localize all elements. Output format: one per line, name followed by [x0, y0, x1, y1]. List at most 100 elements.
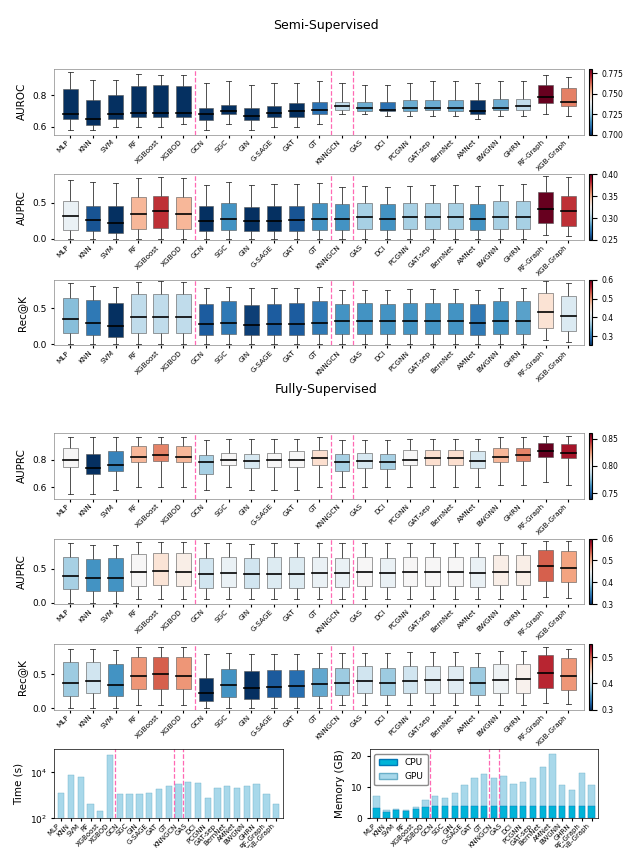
Bar: [63, 557, 77, 589]
Bar: [312, 203, 326, 230]
Bar: [561, 196, 576, 226]
Bar: [403, 557, 417, 586]
Bar: [116, 795, 123, 848]
Bar: [470, 451, 485, 468]
Bar: [312, 449, 326, 466]
Bar: [448, 100, 463, 111]
Bar: [136, 794, 143, 848]
Bar: [491, 806, 497, 818]
Bar: [380, 558, 395, 587]
Bar: [335, 102, 349, 109]
Bar: [176, 554, 191, 586]
Bar: [267, 304, 282, 336]
Bar: [86, 206, 100, 232]
Bar: [205, 798, 211, 848]
Bar: [520, 783, 526, 818]
Bar: [516, 664, 531, 694]
Bar: [244, 671, 259, 699]
Bar: [422, 800, 429, 818]
Bar: [393, 811, 399, 818]
Bar: [214, 789, 221, 848]
Bar: [432, 806, 438, 818]
Bar: [383, 812, 390, 818]
Bar: [199, 304, 214, 336]
Bar: [393, 809, 399, 818]
Bar: [481, 806, 487, 818]
Bar: [199, 558, 214, 588]
Bar: [108, 558, 123, 590]
Bar: [559, 806, 565, 818]
Bar: [538, 192, 553, 223]
Bar: [244, 786, 250, 848]
Bar: [199, 678, 214, 701]
Bar: [244, 558, 259, 588]
Bar: [199, 108, 214, 120]
Y-axis label: Time (s): Time (s): [14, 763, 24, 805]
Bar: [175, 784, 182, 848]
Bar: [58, 793, 65, 848]
Bar: [63, 449, 77, 466]
Bar: [86, 100, 100, 126]
Bar: [481, 774, 487, 818]
Bar: [425, 557, 440, 586]
Bar: [68, 774, 74, 848]
Bar: [461, 806, 468, 818]
Bar: [569, 806, 575, 818]
Y-axis label: AUPRC: AUPRC: [17, 190, 27, 225]
Bar: [448, 557, 463, 586]
Bar: [107, 756, 113, 848]
Bar: [538, 443, 553, 457]
Bar: [579, 806, 585, 818]
Bar: [312, 557, 326, 587]
Bar: [380, 204, 395, 230]
Bar: [561, 658, 576, 690]
Y-axis label: Memory (GB): Memory (GB): [335, 750, 345, 818]
Bar: [131, 86, 145, 117]
Bar: [176, 294, 191, 332]
Bar: [471, 806, 477, 818]
Bar: [267, 671, 282, 697]
Bar: [224, 786, 230, 848]
Bar: [63, 202, 77, 230]
Bar: [234, 789, 240, 848]
Y-axis label: Rec@K: Rec@K: [17, 659, 27, 695]
Bar: [403, 100, 417, 111]
Bar: [357, 303, 372, 334]
Bar: [156, 789, 162, 848]
Bar: [221, 203, 236, 230]
Bar: [540, 767, 546, 818]
Bar: [448, 203, 463, 229]
Bar: [289, 103, 304, 117]
Bar: [176, 657, 191, 689]
Bar: [335, 454, 349, 471]
Bar: [263, 794, 269, 848]
Bar: [530, 778, 536, 818]
Bar: [432, 796, 438, 818]
Bar: [374, 808, 380, 818]
Bar: [221, 453, 236, 466]
Bar: [357, 102, 372, 111]
Y-axis label: AUROC: AUROC: [17, 83, 27, 120]
Bar: [312, 667, 326, 696]
Text: Semi-Supervised: Semi-Supervised: [273, 19, 380, 31]
Bar: [561, 87, 576, 106]
Bar: [176, 198, 191, 229]
Bar: [131, 554, 145, 586]
Bar: [442, 798, 448, 818]
Bar: [253, 784, 260, 848]
Bar: [88, 805, 93, 848]
Bar: [267, 206, 282, 232]
Bar: [221, 557, 236, 587]
Bar: [289, 557, 304, 588]
Bar: [516, 98, 531, 109]
Bar: [221, 669, 236, 697]
Bar: [442, 806, 448, 818]
Bar: [267, 106, 282, 117]
Bar: [335, 304, 349, 334]
Bar: [380, 102, 395, 111]
Bar: [289, 451, 304, 466]
Bar: [131, 657, 145, 689]
Bar: [357, 557, 372, 586]
Bar: [244, 108, 259, 120]
Bar: [461, 785, 468, 818]
